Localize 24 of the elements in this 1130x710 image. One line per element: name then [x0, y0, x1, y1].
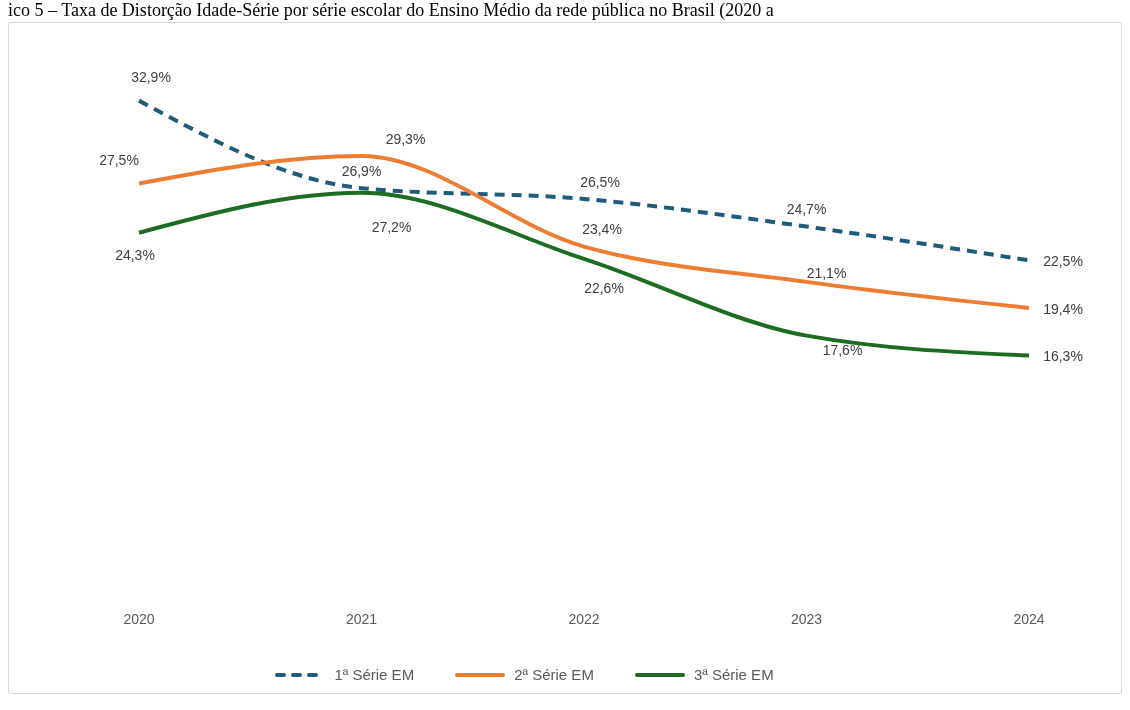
data-label: 21,1%	[806, 264, 847, 281]
data-label: 19,4%	[1043, 300, 1083, 317]
legend-label: 2ª Série EM	[514, 666, 594, 683]
data-label: 23,4%	[582, 221, 622, 238]
legend-label: 3ª Série EM	[693, 666, 774, 683]
x-tick-label: 2024	[1013, 610, 1045, 627]
x-tick-label: 2023	[790, 610, 823, 627]
data-label: 24,7%	[786, 201, 827, 218]
data-label: 29,3%	[385, 130, 426, 147]
chart-title: ico 5 – Taxa de Distorção Idade-Série por série escolar do Ensino Médio da rede pública no Brasil (2020 a	[8, 0, 775, 22]
data-label: 27,5%	[99, 152, 139, 169]
legend-label: 1ª Série EM	[334, 666, 415, 683]
x-tick-label: 2022	[568, 610, 600, 627]
data-label: 26,5%	[580, 173, 620, 190]
data-label: 32,9%	[131, 69, 171, 86]
data-label: 26,9%	[341, 163, 382, 180]
data-label: 17,6%	[822, 342, 863, 359]
x-tick-label: 2021	[345, 610, 378, 627]
data-label: 22,5%	[1043, 253, 1083, 270]
data-label: 27,2%	[371, 218, 412, 235]
data-label: 22,6%	[584, 279, 624, 296]
x-tick-label: 2020	[123, 610, 155, 627]
data-label: 24,3%	[115, 247, 155, 264]
data-label: 16,3%	[1043, 348, 1083, 365]
